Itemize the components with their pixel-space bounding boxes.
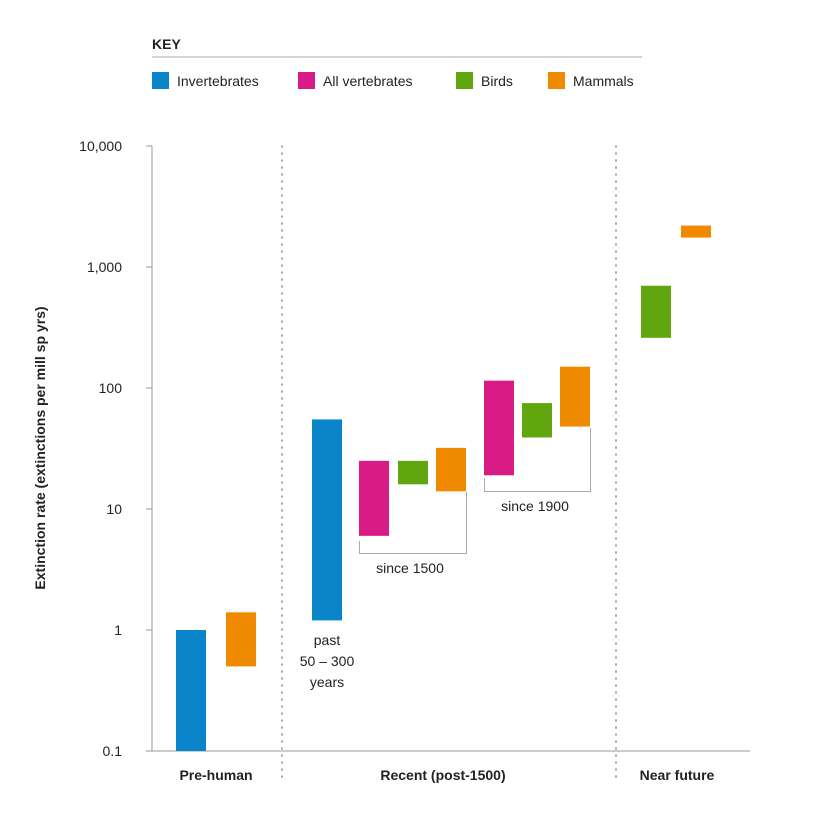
legend-label: All vertebrates: [323, 73, 412, 89]
annotation-past: past: [314, 632, 341, 648]
bars: [176, 225, 711, 751]
bar-all-vertebrates: [484, 380, 514, 476]
y-ticks: 0.1 1 10 100 1,000 10,000: [79, 138, 152, 759]
bar-birds: [641, 285, 671, 338]
bar-birds: [522, 403, 552, 438]
bracket-since-1500: [359, 492, 467, 554]
bracket-since-1900: [484, 428, 591, 492]
bar-invertebrates: [312, 419, 342, 621]
bar-mammals: [226, 612, 256, 667]
category-label-pre-human: Pre-human: [179, 767, 252, 783]
annotation-past-years: years: [310, 674, 344, 690]
y-tick-label: 1,000: [87, 259, 122, 275]
y-tick-label: 1: [114, 622, 122, 638]
y-axis-label: Extinction rate (extinctions per mill sp…: [32, 306, 48, 589]
y-tick-label: 10: [106, 501, 122, 517]
legend-swatch-all-vertebrates: [298, 72, 315, 89]
legend-swatch-invertebrates: [152, 72, 169, 89]
category-label-recent: Recent (post-1500): [380, 767, 505, 783]
y-tick-label: 0.1: [103, 743, 123, 759]
legend-label: Birds: [481, 73, 513, 89]
bar-mammals: [681, 225, 711, 238]
annotation-since-1900: since 1900: [501, 498, 569, 514]
bar-birds: [398, 460, 428, 485]
annotation-past-range: 50 – 300: [300, 653, 355, 669]
annotation-since-1500: since 1500: [376, 560, 444, 576]
y-tick-label: 100: [99, 380, 123, 396]
category-label-near-future: Near future: [640, 767, 715, 783]
legend-label: Mammals: [573, 73, 634, 89]
legend-swatch-mammals: [548, 72, 565, 89]
legend-title: KEY: [152, 36, 181, 52]
bar-mammals: [560, 366, 590, 427]
bar-all-vertebrates: [359, 460, 389, 536]
bar-invertebrates: [176, 630, 206, 751]
y-tick-label: 10,000: [79, 138, 122, 154]
legend-swatch-birds: [456, 72, 473, 89]
legend: Invertebrates All vertebrates Birds Mammals: [152, 72, 634, 89]
legend-label: Invertebrates: [177, 73, 259, 89]
bar-mammals: [436, 447, 466, 492]
